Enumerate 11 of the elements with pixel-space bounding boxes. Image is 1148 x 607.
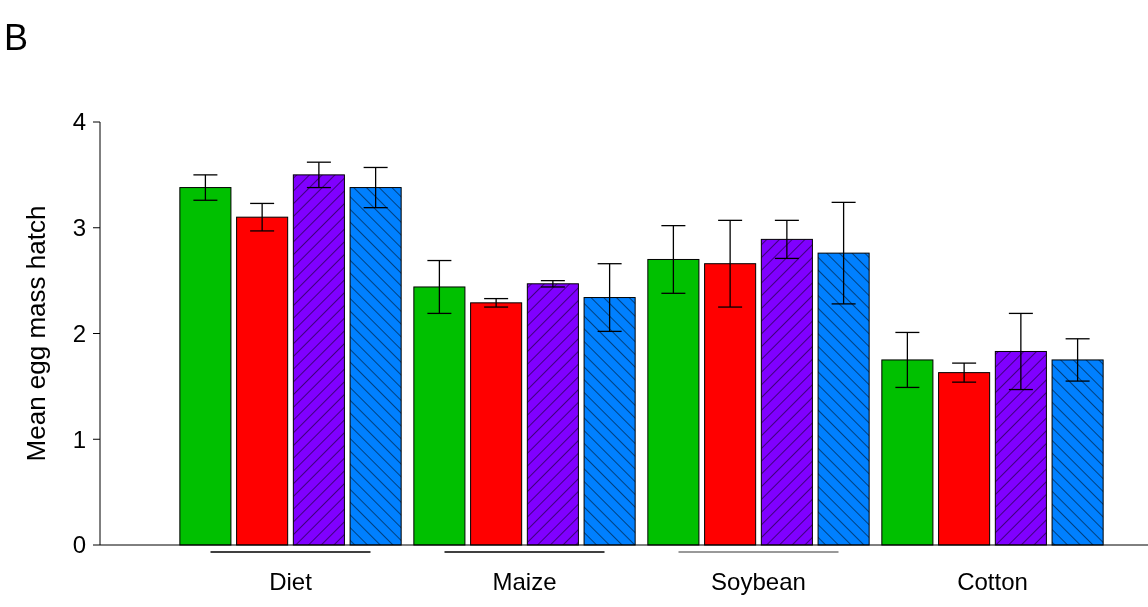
y-tick-label: 4: [72, 108, 86, 136]
y-tick-label: 2: [72, 319, 86, 347]
y-tick-label: 3: [72, 214, 86, 242]
y-tick-label: 0: [72, 531, 86, 559]
x-tick-label: Diet: [269, 568, 313, 595]
y-axis-title: Mean egg mass hatch: [21, 205, 51, 462]
x-tick-label: Soybean: [711, 568, 806, 595]
chart-title: B: [4, 17, 29, 58]
x-tick-label: Cotton: [957, 568, 1028, 595]
x-tick-label: Maize: [492, 568, 557, 595]
y-tick-label: 1: [72, 425, 86, 453]
